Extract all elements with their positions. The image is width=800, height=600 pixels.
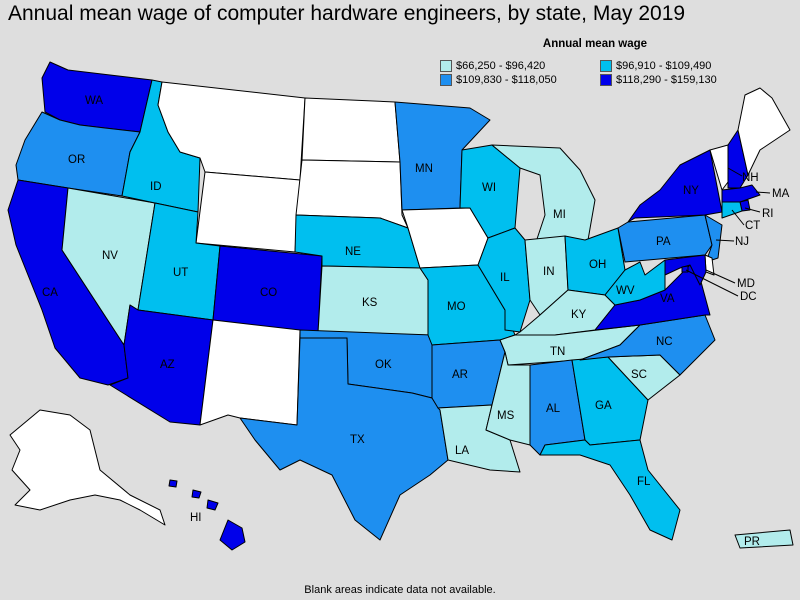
legend-title: Annual mean wage bbox=[542, 38, 648, 50]
state-label-IL: IL bbox=[500, 272, 510, 284]
legend-item-tier-3: $109,830 - $118,050 bbox=[440, 74, 600, 86]
legend-item-tier-1: $66,250 - $96,420 bbox=[440, 60, 600, 72]
state-TX[interactable] bbox=[239, 337, 449, 541]
state-FL[interactable] bbox=[539, 439, 681, 541]
legend-swatch bbox=[440, 60, 452, 72]
state-label-RI: RI bbox=[762, 208, 774, 220]
state-label-NH: NH bbox=[742, 172, 759, 184]
legend-label: $118,290 - $159,130 bbox=[616, 74, 717, 86]
state-NM[interactable] bbox=[199, 319, 301, 426]
state-label-WA: WA bbox=[85, 95, 103, 107]
map-title: Annual mean wage of computer hardware en… bbox=[8, 2, 686, 25]
state-HI-oahu[interactable] bbox=[191, 489, 202, 499]
state-label-CT: CT bbox=[745, 220, 760, 232]
state-label-AZ: AZ bbox=[160, 359, 175, 371]
legend-swatch bbox=[600, 74, 612, 86]
state-label-MI: MI bbox=[553, 209, 566, 221]
state-label-ID: ID bbox=[150, 181, 162, 193]
state-label-PA: PA bbox=[656, 236, 671, 248]
state-label-TN: TN bbox=[550, 346, 565, 358]
state-label-CO: CO bbox=[260, 287, 277, 299]
legend-label: $109,830 - $118,050 bbox=[456, 74, 557, 86]
legend-label: $66,250 - $96,420 bbox=[456, 60, 546, 72]
state-label-TX: TX bbox=[350, 434, 365, 446]
state-IL[interactable] bbox=[477, 227, 531, 333]
legend-item-tier-4: $118,290 - $159,130 bbox=[600, 74, 770, 86]
state-label-MD: MD bbox=[737, 278, 755, 290]
state-label-NV: NV bbox=[102, 250, 118, 262]
state-label-NJ: NJ bbox=[735, 236, 749, 248]
state-label-MS: MS bbox=[497, 410, 515, 422]
state-label-UT: UT bbox=[173, 267, 188, 279]
state-label-OR: OR bbox=[68, 154, 85, 166]
state-label-SC: SC bbox=[631, 369, 647, 381]
state-label-OH: OH bbox=[589, 259, 606, 271]
state-label-CA: CA bbox=[42, 287, 58, 299]
state-label-DC: DC bbox=[740, 291, 757, 303]
state-label-VA: VA bbox=[660, 293, 675, 305]
legend-label: $96,910 - $109,490 bbox=[616, 60, 712, 72]
state-label-NY: NY bbox=[683, 185, 699, 197]
state-label-MN: MN bbox=[415, 163, 433, 175]
state-HI-kauai[interactable] bbox=[168, 479, 178, 488]
state-HI-maui[interactable] bbox=[206, 499, 219, 511]
footnote: Blank areas indicate data not available. bbox=[304, 584, 496, 596]
state-label-WI: WI bbox=[482, 182, 496, 194]
label-leader-lines bbox=[685, 167, 771, 297]
legend: Annual mean wage $66,250 - $96,420 $96,9… bbox=[440, 38, 770, 86]
state-HI[interactable] bbox=[219, 519, 246, 551]
state-label-MO: MO bbox=[447, 301, 466, 313]
state-label-HI: HI bbox=[190, 512, 202, 524]
state-PR[interactable] bbox=[734, 529, 794, 549]
state-label-GA: GA bbox=[595, 400, 612, 412]
state-label-IN: IN bbox=[543, 266, 555, 278]
state-ND[interactable] bbox=[301, 97, 401, 163]
state-label-OK: OK bbox=[375, 359, 392, 371]
state-label-MA: MA bbox=[772, 188, 790, 200]
state-label-NC: NC bbox=[656, 336, 673, 348]
legend-swatch bbox=[600, 60, 612, 72]
state-label-LA: LA bbox=[455, 445, 469, 457]
state-label-PR: PR bbox=[744, 536, 760, 548]
state-label-KS: KS bbox=[362, 297, 378, 309]
state-label-AR: AR bbox=[452, 369, 468, 381]
state-NC[interactable] bbox=[579, 314, 716, 376]
state-label-FL: FL bbox=[637, 476, 651, 488]
legend-swatch bbox=[440, 74, 452, 86]
legend-item-tier-2: $96,910 - $109,490 bbox=[600, 60, 770, 72]
state-AK[interactable] bbox=[9, 409, 166, 526]
state-ME[interactable] bbox=[737, 87, 791, 176]
state-NY[interactable] bbox=[627, 149, 723, 223]
state-label-KY: KY bbox=[571, 309, 587, 321]
state-label-AL: AL bbox=[546, 403, 561, 415]
state-NH[interactable] bbox=[727, 129, 749, 189]
state-label-WV: WV bbox=[616, 285, 635, 297]
state-label-NE: NE bbox=[345, 246, 361, 258]
state-WY[interactable] bbox=[195, 171, 301, 253]
